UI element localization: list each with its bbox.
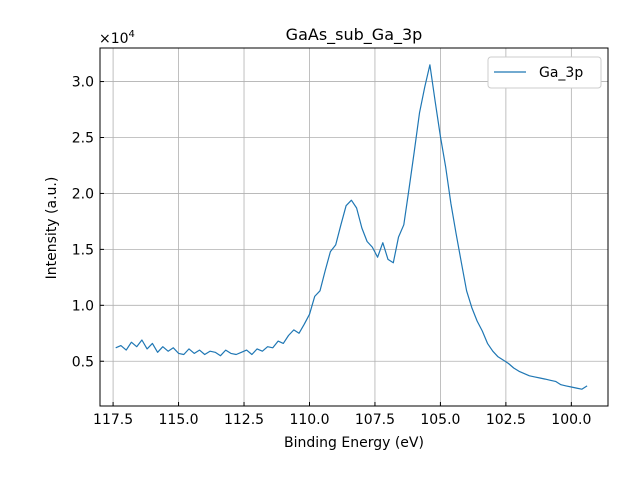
x-axis-ticks: 117.5 115.0 112.5 110.0 107.5 105.0 102.5 100.0 [93, 402, 591, 428]
series-line-Ga_3p [115, 64, 588, 390]
x-tick-label: 102.5 [486, 412, 526, 428]
y-axis-multiplier: ×104 [99, 29, 135, 47]
y-tick-label: 0.5 [72, 354, 94, 370]
y-multiplier-base: ×10 [99, 31, 129, 47]
series-layer [115, 64, 588, 390]
grid [100, 48, 608, 406]
legend-box [487, 56, 602, 89]
y-axis-title: Intensity (a.u.) [44, 177, 60, 280]
y-tick-label: 2.5 [72, 131, 94, 147]
y-tick-label: 1.5 [72, 242, 94, 258]
x-tick-label: 112.5 [224, 412, 264, 428]
x-tick-label: 100.0 [551, 412, 591, 428]
y-tick-label: 2.0 [72, 186, 94, 202]
y-tick-label: 3.0 [72, 75, 94, 91]
plot-frame [99, 47, 609, 407]
y-axis-ticks: 0.5 1.0 1.5 2.0 2.5 3.0 [72, 75, 104, 370]
x-tick-label: 117.5 [93, 412, 133, 428]
y-multiplier-exponent: 4 [129, 29, 135, 40]
y-tick-label: 1.0 [72, 298, 94, 314]
x-tick-label: 105.0 [420, 412, 460, 428]
x-tick-label: 115.0 [159, 412, 199, 428]
x-tick-label: 110.0 [289, 412, 329, 428]
chart-title: GaAs_sub_Ga_3p [286, 25, 423, 45]
x-axis-title: Binding Energy (eV) [284, 435, 424, 451]
legend-label: Ga_3p [539, 65, 583, 81]
x-tick-label: 107.5 [355, 412, 395, 428]
legend: Ga_3p [487, 56, 602, 89]
